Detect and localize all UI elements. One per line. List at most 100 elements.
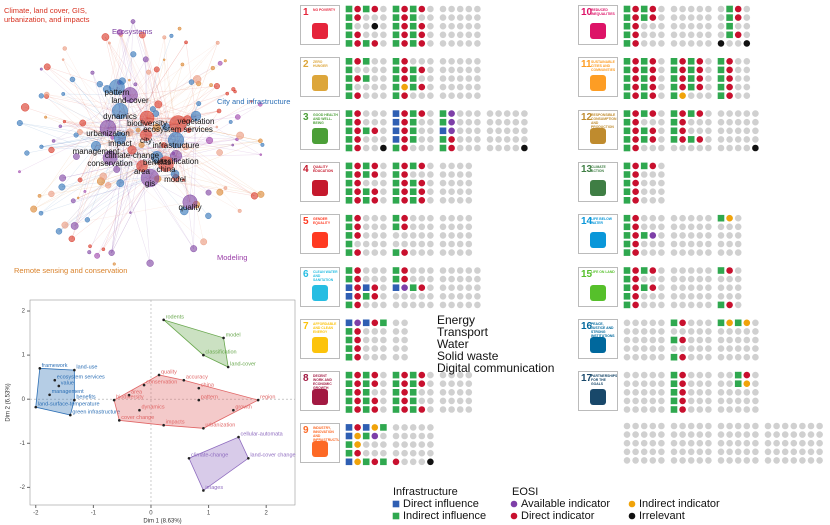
matrix-cell (465, 197, 473, 204)
matrix-cell (439, 75, 447, 82)
matrix-cell (474, 92, 481, 99)
legend-swatch (628, 512, 636, 520)
matrix-cell (418, 66, 426, 74)
matrix-cell (658, 448, 665, 456)
matrix-cell (456, 240, 464, 248)
x-tick-label: 1 (207, 511, 211, 517)
node-label: infrastructure (153, 141, 200, 150)
matrix-cell (658, 136, 665, 143)
point (48, 393, 51, 397)
matrix-cell (623, 110, 631, 117)
sdg-icon: 10 REDUCED INEQUALITIES (578, 5, 618, 45)
matrix-cell (734, 110, 742, 117)
matrix-cell (649, 439, 657, 447)
point-label: climate-change (191, 453, 228, 459)
matrix-cell (649, 223, 657, 231)
matrix-cell (679, 223, 686, 231)
matrix-cell (345, 345, 353, 352)
network-node (101, 33, 110, 41)
sdg-icon: 6 CLEAN WATER AND SANITATION (300, 266, 340, 307)
y-tick-label: -1 (20, 441, 26, 447)
matrix-cell (726, 223, 733, 231)
matrix-cell (705, 389, 712, 396)
matrix-cell (670, 92, 678, 99)
matrix-cell (632, 214, 639, 222)
legend-label: Indirect indicator (639, 498, 720, 510)
matrix-cell (448, 267, 455, 274)
matrix-cell (380, 441, 387, 448)
matrix-cell (726, 439, 733, 447)
point (226, 365, 230, 369)
matrix-cell (448, 31, 455, 39)
matrix-cell (456, 223, 464, 231)
matrix-cell (448, 188, 455, 195)
matrix-cell (371, 31, 379, 39)
network-node (73, 132, 79, 138)
matrix-cell (658, 214, 665, 222)
matrix-cell (474, 301, 481, 309)
matrix-cell (726, 66, 733, 74)
point (69, 413, 72, 417)
network-edge (58, 149, 133, 232)
network-node (59, 174, 67, 182)
matrix-cell (705, 336, 712, 344)
matrix-cell (418, 118, 426, 126)
matrix-cell (717, 345, 725, 352)
matrix-cell (448, 171, 455, 178)
matrix-cell (640, 5, 648, 13)
point-label: ecosystem services (57, 375, 105, 381)
matrix-cell (427, 118, 434, 126)
sdg-number: 11 (581, 59, 592, 71)
matrix-cell (696, 5, 704, 13)
matrix-cell (456, 380, 464, 388)
matrix-cell (465, 214, 473, 222)
network-edge (64, 48, 109, 129)
sdg-icon: 11 SUSTAINABLE CITIES AND COMMUNITIES (578, 57, 618, 98)
matrix-cell (687, 214, 695, 222)
point-label: images (205, 485, 223, 491)
matrix-cell (670, 371, 678, 379)
matrix-cell (439, 144, 447, 152)
point-label: land-use (76, 365, 97, 371)
matrix-cell (354, 380, 361, 388)
matrix-cell (401, 449, 408, 457)
network-edge (19, 122, 177, 157)
matrix-cell (409, 40, 417, 47)
matrix-cell (679, 127, 686, 135)
matrix-cell (503, 136, 511, 143)
network-node (235, 114, 241, 120)
matrix-cell (392, 188, 400, 195)
matrix-cell (439, 179, 447, 187)
network-node (149, 106, 156, 112)
matrix-cell (465, 127, 473, 135)
matrix-cell (743, 31, 751, 39)
matrix-cell (512, 118, 520, 126)
matrix-cell (640, 397, 648, 405)
matrix-cell (623, 345, 631, 352)
matrix-cell (743, 371, 751, 379)
matrix-cell (354, 118, 361, 126)
matrix-cell (371, 144, 379, 152)
network-node (38, 210, 44, 216)
matrix-cell (427, 75, 434, 82)
matrix-cell (427, 424, 434, 431)
matrix-cell (649, 371, 657, 379)
matrix-cell (521, 144, 528, 152)
network-edge (116, 86, 143, 167)
matrix-cell (679, 336, 686, 344)
matrix-cell (687, 422, 695, 430)
matrix-cell (401, 66, 408, 74)
matrix-cell (456, 249, 464, 256)
infrastructure-label: Energy (437, 313, 475, 327)
matrix-cell (696, 144, 704, 152)
matrix-cell (465, 371, 473, 379)
matrix-cell (687, 439, 695, 447)
sdg-number: 17 (581, 373, 593, 385)
matrix-cell (670, 439, 678, 447)
sdg-number: 13 (581, 163, 593, 175)
matrix-cell (345, 75, 353, 82)
matrix-cell (439, 118, 447, 126)
sdg-pictogram (312, 23, 328, 39)
matrix-cell (354, 31, 361, 39)
